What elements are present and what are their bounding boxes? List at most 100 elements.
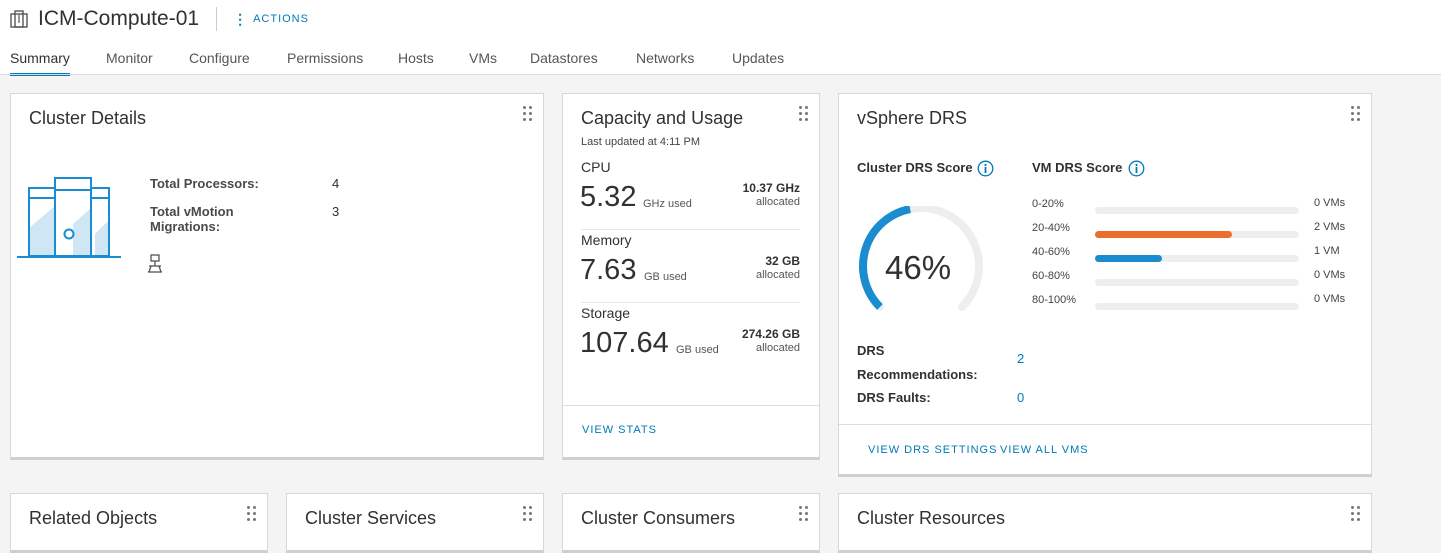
cluster-services-card: Cluster Services — [286, 493, 544, 553]
bucket-bar-track — [1095, 207, 1299, 214]
cpu-used-value: 5.32 — [580, 181, 637, 213]
cpu-used-unit: GHz used — [643, 198, 692, 210]
label-line: Recommendations: — [857, 367, 978, 382]
related-objects-card: Related Objects — [10, 493, 268, 553]
drs-score-gauge — [859, 206, 983, 312]
drag-handle-icon[interactable] — [799, 106, 809, 122]
bucket-bar-fill — [1095, 231, 1232, 238]
card-title: Related Objects — [29, 508, 158, 528]
memory-allocated-label: allocated — [755, 269, 800, 281]
tab-configure[interactable]: Configure — [189, 50, 250, 66]
storage-used-value: 107.64 — [580, 327, 669, 359]
storage-allocated-label: allocated — [755, 342, 800, 354]
actions-menu-button[interactable]: ⋮ ACTIONS — [233, 11, 309, 27]
card-title: Cluster Resources — [857, 508, 1006, 528]
drs-score-value: 46% — [885, 249, 952, 286]
info-icon[interactable] — [1128, 160, 1145, 177]
storage-label: Storage — [581, 305, 631, 321]
bucket-bar-track — [1095, 255, 1299, 262]
drs-faults-label: DRS Faults: — [857, 390, 931, 405]
memory-allocated-value: 32 GB — [765, 254, 800, 268]
bucket-range: 40-60% — [1032, 246, 1070, 258]
bucket-bar-track — [1095, 303, 1299, 310]
bucket-count: 0 VMs — [1314, 293, 1346, 305]
bucket-bar-track — [1095, 231, 1299, 238]
bucket-count: 2 VMs — [1314, 221, 1346, 233]
vertical-dots-icon: ⋮ — [233, 11, 249, 27]
bucket-range: 0-20% — [1032, 198, 1064, 210]
label-line: Migrations: — [150, 219, 221, 234]
view-stats-link[interactable]: VIEW STATS — [582, 424, 657, 436]
card-title: Cluster Services — [305, 508, 437, 528]
memory-used-value: 7.63 — [580, 254, 637, 286]
drag-handle-icon[interactable] — [1351, 106, 1361, 122]
bucket-count: 0 VMs — [1314, 197, 1346, 209]
cpu-label: CPU — [581, 159, 611, 175]
total-vmotion-label: Total vMotion Migrations: — [150, 204, 234, 234]
card-footer-divider — [839, 424, 1371, 425]
bucket-range: 60-80% — [1032, 270, 1070, 282]
header-divider — [0, 74, 1441, 75]
last-updated-text: Last updated at 4:11 PM — [581, 136, 701, 148]
page-title: ICM-Compute-01 — [38, 7, 200, 30]
view-drs-settings-link[interactable]: VIEW DRS SETTINGS — [868, 444, 998, 456]
info-icon[interactable] — [977, 160, 994, 177]
label-line: Total vMotion — [150, 204, 234, 219]
drag-handle-icon[interactable] — [1351, 506, 1361, 522]
bucket-bar-track — [1095, 279, 1299, 286]
memory-label: Memory — [581, 232, 632, 248]
total-processors-value: 4 — [332, 176, 340, 191]
cluster-resources-card: Cluster Resources — [838, 493, 1372, 553]
label-line: DRS — [857, 343, 885, 358]
card-title: vSphere DRS — [857, 108, 968, 128]
capacity-usage-card: Capacity and Usage Last updated at 4:11 … — [562, 93, 820, 460]
tab-networks[interactable]: Networks — [636, 50, 695, 66]
tab-updates[interactable]: Updates — [732, 50, 785, 66]
actions-label: ACTIONS — [253, 13, 309, 25]
cpu-allocated-label: allocated — [755, 196, 800, 208]
card-title: Cluster Consumers — [581, 508, 736, 528]
drag-handle-icon[interactable] — [799, 506, 809, 522]
gauge-fill — [859, 206, 911, 310]
bucket-range: 20-40% — [1032, 222, 1070, 234]
tab-datastores[interactable]: Datastores — [530, 50, 598, 66]
divider — [581, 302, 800, 303]
tab-vms[interactable]: VMs — [469, 50, 497, 66]
drs-recommendations-label: DRS Recommendations: — [857, 339, 978, 387]
bucket-count: 0 VMs — [1314, 269, 1346, 281]
storage-allocated-value: 274.26 GB — [741, 327, 800, 341]
cluster-details-card: Cluster Details Total Processors: 4 Tota… — [10, 93, 544, 460]
drag-handle-icon[interactable] — [523, 506, 533, 522]
drs-recommendations-link[interactable]: 2 — [1017, 351, 1025, 366]
total-processors-label: Total Processors: — [150, 176, 259, 191]
divider — [581, 229, 800, 230]
vsphere-drs-card: vSphere DRS Cluster DRS Score VM DRS Sco… — [838, 93, 1372, 477]
bucket-count: 1 VM — [1314, 245, 1340, 257]
view-all-vms-link[interactable]: VIEW ALL VMS — [1000, 444, 1089, 456]
cluster-icon — [10, 10, 28, 28]
card-title: Cluster Details — [29, 108, 147, 128]
memory-used-unit: GB used — [644, 271, 687, 283]
card-footer-divider — [563, 405, 819, 406]
total-vmotion-value: 3 — [332, 204, 340, 219]
bucket-range: 80-100% — [1032, 294, 1077, 306]
tab-summary[interactable]: Summary — [10, 46, 70, 76]
cluster-illustration-icon — [17, 177, 121, 258]
page-header: ICM-Compute-01 ⋮ ACTIONS Summary Monitor… — [0, 0, 1441, 76]
title-divider — [216, 7, 218, 31]
storage-used-unit: GB used — [676, 344, 719, 356]
tab-hosts[interactable]: Hosts — [398, 50, 434, 66]
drag-handle-icon[interactable] — [523, 106, 533, 122]
tab-monitor[interactable]: Monitor — [106, 50, 153, 66]
tab-permissions[interactable]: Permissions — [287, 50, 364, 66]
vm-drs-score-label: VM DRS Score — [1032, 160, 1123, 175]
cluster-drs-score-label: Cluster DRS Score — [857, 160, 973, 175]
bucket-bar-fill — [1095, 255, 1163, 262]
drs-faults-link[interactable]: 0 — [1017, 390, 1025, 405]
drag-handle-icon[interactable] — [247, 506, 257, 522]
title-row: ICM-Compute-01 ⋮ ACTIONS — [10, 7, 309, 31]
card-title: Capacity and Usage — [581, 108, 744, 128]
network-icon[interactable] — [147, 254, 163, 274]
cpu-allocated-value: 10.37 GHz — [742, 181, 800, 195]
cluster-consumers-card: Cluster Consumers — [562, 493, 820, 553]
